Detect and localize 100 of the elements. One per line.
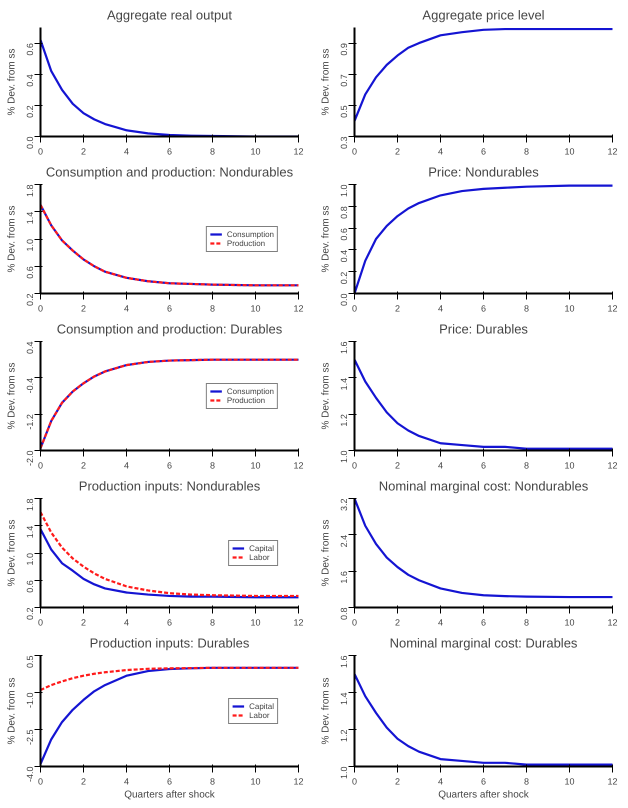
x-tick-label: 6 [166,146,172,156]
x-tick-label: 6 [166,304,172,314]
x-tick-label: 8 [210,776,216,786]
x-tick-label: 4 [438,776,444,786]
x-tick-label: 6 [480,776,486,786]
y-tick-label: 3.2 [339,498,349,512]
y-tick-label: 0.5 [25,655,35,668]
x-tick-label: 4 [124,304,130,314]
y-tick-label: -4.0 [25,766,35,782]
x-tick-label: 6 [166,776,172,786]
x-tick-label: 4 [124,146,130,156]
legend-label: Capital [249,544,274,552]
x-tick-label: 4 [124,618,130,628]
y-tick-label: 1.6 [339,571,349,584]
x-tick-label: 10 [250,618,261,628]
x-tick-label: 4 [438,146,444,156]
y-tick-label: 1.0 [339,766,349,780]
x-tick-label: 12 [293,146,304,156]
x-tick-label: 10 [250,146,261,156]
x-tick-label: 10 [564,304,575,314]
x-tick-label: 2 [80,460,86,470]
y-tick-label: 0.4 [339,250,349,262]
x-tick-label: 12 [293,618,304,628]
x-tick-label: 12 [607,460,618,470]
x-tick-label: 0 [352,146,358,156]
x-tick-label: 8 [210,304,216,314]
y-tick-label: -2.5 [25,729,35,746]
y-axis-title: % Dev. from ss [6,519,18,587]
y-axis-title: % Dev. from ss [320,205,332,273]
x-tick-label: 8 [210,618,216,628]
y-tick-label: -1.2 [25,414,35,430]
y-axis-title: % Dev. from ss [320,677,332,745]
x-tick-label: 6 [480,618,486,628]
y-tick-label: 0.2 [25,293,35,306]
x-tick-label: 12 [293,304,304,314]
x-tick-label: 12 [607,146,618,156]
legend-label: Labor [249,552,270,562]
y-tick-label: 0.4 [25,341,35,354]
x-tick-label: 6 [480,304,486,314]
x-tick-label: 12 [607,776,618,786]
x-tick-label: 12 [607,618,618,628]
y-tick-label: 0.6 [339,228,349,241]
x-tick-label: 6 [480,460,486,470]
y-tick-label: -1.0 [25,692,35,708]
x-tick-label: 8 [524,776,530,786]
legend-label: Production [226,396,266,404]
legend-label: Consumption [226,386,274,396]
y-tick-label: 0.7 [339,74,349,87]
x-tick-label: 0 [38,460,44,470]
chart-title: Consumption and production: Durables [56,322,283,336]
y-tick-label: 1.2 [339,414,349,427]
y-axis-title: % Dev. from ss [320,48,332,116]
y-tick-label: 1.8 [25,184,35,198]
y-tick-label: 0.9 [339,43,349,56]
chart-title: Production inputs: Nondurables [78,478,261,494]
y-axis-title: % Dev. from ss [6,362,18,430]
x-tick-label: 2 [394,146,400,156]
y-tick-label: 2.4 [339,534,349,548]
y-tick-label: 1.8 [25,498,35,512]
x-tick-label: 6 [480,146,486,156]
y-tick-label: 1.4 [339,378,349,390]
x-tick-label: 10 [564,460,575,470]
x-tick-label: 2 [394,776,400,786]
y-tick-label: 0.5 [339,105,349,118]
x-tick-label: 10 [250,776,261,786]
legend-label: Capital [249,702,274,710]
y-axis-title: % Dev. from ss [320,362,332,430]
x-tick-label: 0 [352,618,358,628]
y-tick-label: -0.4 [25,378,35,394]
x-tick-label: 4 [124,460,130,470]
y-tick-label: -2.0 [25,450,35,466]
y-tick-label: 0.2 [25,105,35,118]
x-tick-label: 0 [38,618,44,628]
x-tick-label: 0 [352,304,358,314]
y-axis-title: % Dev. from ss [6,205,18,273]
chart-title: Nominal marginal cost: Durables [390,636,578,650]
x-tick-label: 8 [210,460,216,470]
y-tick-label: 0.6 [25,266,35,279]
x-tick-label: 10 [564,776,575,786]
y-tick-label: 0.2 [339,272,349,284]
y-tick-label: 0.4 [25,74,35,87]
x-tick-label: 0 [38,304,44,314]
y-tick-label: 1.6 [339,655,349,668]
x-tick-label: 0 [352,776,358,786]
y-tick-label: 0.2 [25,607,35,620]
y-axis-title: % Dev. from ss [6,677,18,745]
x-tick-label: 10 [564,618,575,628]
y-tick-label: 0.6 [25,43,35,56]
y-tick-label: 1.0 [25,238,35,252]
chart-title: Aggregate price level [422,8,545,22]
y-tick-label: 1.4 [339,692,349,706]
x-tick-label: 2 [80,146,86,156]
x-tick-label: 8 [524,460,530,470]
y-axis-title: % Dev. from ss [6,48,18,116]
chart-title: Nominal marginal cost: Nondurables [378,478,589,494]
y-tick-label: 1.2 [339,729,349,742]
x-tick-label: 2 [80,618,86,628]
x-tick-label: 2 [394,304,400,314]
x-tick-label: 12 [293,776,304,786]
x-tick-label: 10 [250,304,261,314]
